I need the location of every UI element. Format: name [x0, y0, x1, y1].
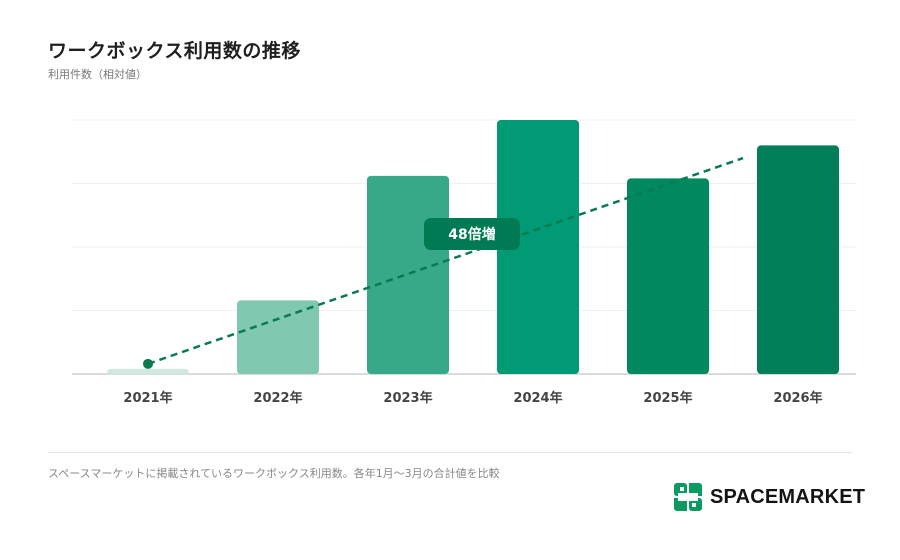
x-tick-label: 2024年	[513, 390, 562, 406]
x-tick-label: 2026年	[773, 390, 822, 406]
x-tick-label: 2023年	[383, 390, 432, 406]
bar-2024年	[497, 120, 579, 374]
growth-badge	[424, 218, 520, 250]
bar-2022年	[237, 300, 319, 374]
growth-badge-label: 48倍増	[448, 226, 495, 243]
logo-text: SPACEMARKET	[710, 485, 866, 508]
bar-chart: 2021年 2022年 2023年 2024年 2025年 2026年 48倍増	[72, 119, 856, 406]
bar-2023年	[367, 175, 449, 374]
chart-subtitle: 利用件数（相対値）	[48, 68, 147, 81]
footnote: スペースマーケットに掲載されているワークボックス利用数。各年1月〜3月の合計値を…	[48, 467, 500, 480]
x-tick-label: 2021年	[123, 390, 172, 406]
trend-line	[147, 156, 744, 366]
trend-start-marker	[143, 358, 153, 369]
spacemarket-logo-icon	[674, 483, 702, 511]
footer-divider	[48, 452, 852, 453]
bar-2025年	[627, 178, 709, 374]
bar-2026年	[757, 145, 839, 374]
x-tick-label: 2025年	[643, 390, 692, 406]
bar-2021年	[107, 368, 189, 374]
chart-title: ワークボックス利用数の推移	[48, 40, 301, 62]
x-tick-label: 2022年	[253, 390, 302, 406]
brand-logo: SPACEMARKET	[674, 482, 865, 512]
